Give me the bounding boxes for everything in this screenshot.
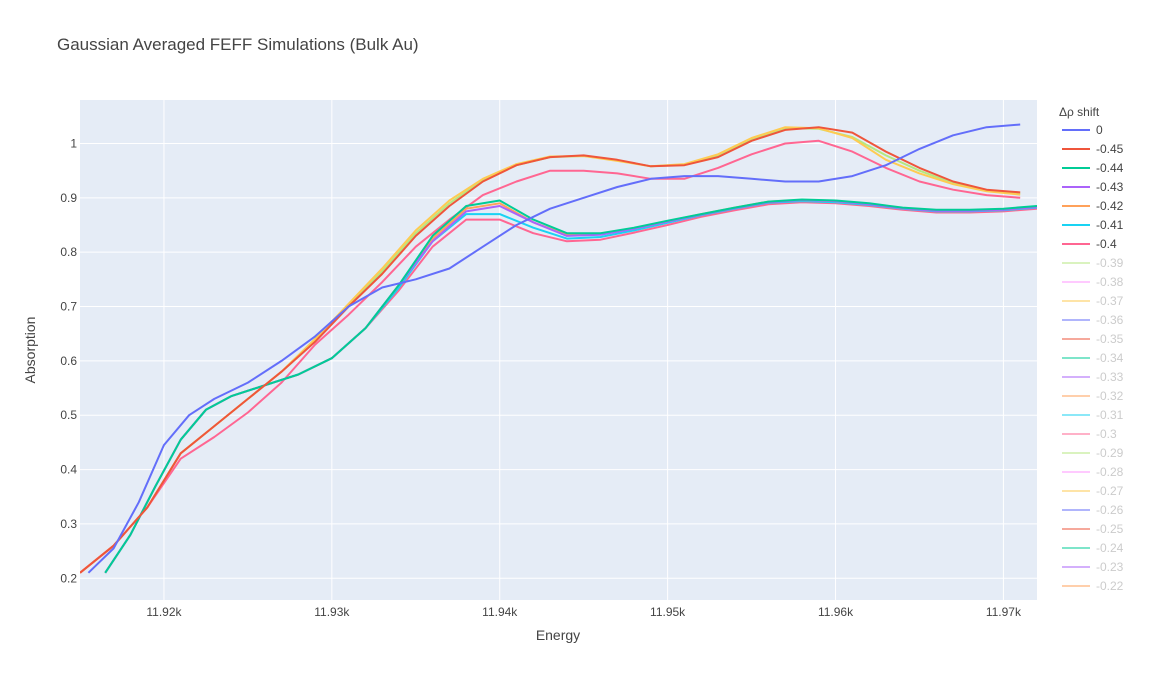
x-axis-ticks: 11.92k 11.93k 11.94k 11.95k 11.96k 11.97k xyxy=(146,605,1022,619)
y-axis-title: Absorption xyxy=(22,317,38,384)
y-tick-label: 0.4 xyxy=(60,463,77,477)
legend-label: -0.3 xyxy=(1096,427,1117,441)
legend-label: -0.45 xyxy=(1096,142,1124,156)
legend-item[interactable]: -0.39 xyxy=(1062,256,1124,270)
legend-label: -0.22 xyxy=(1096,579,1124,593)
legend-item[interactable]: -0.3 xyxy=(1062,427,1117,441)
legend-item[interactable]: -0.44 xyxy=(1062,161,1124,175)
legend-label: -0.4 xyxy=(1096,237,1117,251)
plot-area xyxy=(80,100,1037,600)
y-tick-label: 0.9 xyxy=(60,191,77,205)
legend-item[interactable]: -0.29 xyxy=(1062,446,1124,460)
series-line--0.4[interactable] xyxy=(80,139,1021,574)
legend-label: -0.41 xyxy=(1096,218,1124,232)
legend[interactable]: Δρ shift 0 -0.45 -0.44 -0.43 -0.42 -0.41 -0.4 -… xyxy=(1059,105,1124,593)
legend-label: -0.36 xyxy=(1096,313,1124,327)
series-line--0.45[interactable] xyxy=(80,126,1021,574)
series-line-0[interactable] xyxy=(87,123,1021,574)
x-tick-label: 11.96k xyxy=(818,605,854,619)
legend-item[interactable]: -0.35 xyxy=(1062,332,1124,346)
legend-item[interactable]: -0.38 xyxy=(1062,275,1124,289)
legend-label: -0.38 xyxy=(1096,275,1124,289)
legend-label: -0.23 xyxy=(1096,560,1124,574)
y-tick-label: 0.5 xyxy=(60,408,77,422)
legend-label: -0.24 xyxy=(1096,541,1124,555)
legend-label: -0.32 xyxy=(1096,389,1124,403)
legend-title: Δρ shift xyxy=(1059,105,1100,119)
legend-label: -0.31 xyxy=(1096,408,1124,422)
x-tick-label: 11.97k xyxy=(986,605,1022,619)
legend-item[interactable]: -0.34 xyxy=(1062,351,1124,365)
legend-label: -0.28 xyxy=(1096,465,1124,479)
legend-item[interactable]: -0.41 xyxy=(1062,218,1124,232)
legend-item[interactable]: -0.26 xyxy=(1062,503,1124,517)
legend-item[interactable]: -0.37 xyxy=(1062,294,1124,308)
legend-item[interactable]: -0.25 xyxy=(1062,522,1124,536)
y-axis-ticks: 0.2 0.3 0.4 0.5 0.6 0.7 0.8 0.9 1 xyxy=(60,136,77,585)
x-axis-title: Energy xyxy=(536,627,580,643)
legend-item[interactable]: -0.4 xyxy=(1062,237,1117,251)
legend-label: -0.37 xyxy=(1096,294,1124,308)
legend-item[interactable]: -0.22 xyxy=(1062,579,1124,593)
legend-item[interactable]: -0.32 xyxy=(1062,389,1124,403)
legend-item[interactable]: -0.43 xyxy=(1062,180,1124,194)
legend-label: -0.25 xyxy=(1096,522,1124,536)
legend-item[interactable]: -0.42 xyxy=(1062,199,1124,213)
y-tick-label: 0.3 xyxy=(60,517,77,531)
legend-label: -0.42 xyxy=(1096,199,1124,213)
y-tick-label: 0.2 xyxy=(60,571,77,585)
legend-item[interactable]: -0.31 xyxy=(1062,408,1124,422)
legend-item[interactable]: 0 xyxy=(1062,123,1103,137)
legend-label: -0.33 xyxy=(1096,370,1124,384)
legend-label: -0.29 xyxy=(1096,446,1124,460)
legend-item[interactable]: -0.28 xyxy=(1062,465,1124,479)
series-layer xyxy=(80,123,1037,574)
legend-label: -0.27 xyxy=(1096,484,1124,498)
legend-item[interactable]: -0.36 xyxy=(1062,313,1124,327)
legend-items[interactable]: 0 -0.45 -0.44 -0.43 -0.42 -0.41 -0.4 -0.39 -0.38… xyxy=(1062,123,1124,593)
legend-item[interactable]: -0.24 xyxy=(1062,541,1124,555)
legend-label: -0.43 xyxy=(1096,180,1124,194)
x-tick-label: 11.93k xyxy=(314,605,350,619)
series-lines xyxy=(80,123,1037,574)
y-tick-label: 1 xyxy=(70,136,77,150)
y-tick-label: 0.6 xyxy=(60,354,77,368)
grid xyxy=(80,100,1037,600)
legend-item[interactable]: -0.33 xyxy=(1062,370,1124,384)
chart-title: Gaussian Averaged FEFF Simulations (Bulk… xyxy=(57,35,419,54)
legend-label: -0.39 xyxy=(1096,256,1124,270)
x-tick-label: 11.94k xyxy=(482,605,518,619)
x-tick-label: 11.92k xyxy=(146,605,182,619)
y-tick-label: 0.7 xyxy=(60,300,77,314)
series-line--0.44[interactable] xyxy=(104,198,1037,574)
legend-item[interactable]: -0.45 xyxy=(1062,142,1124,156)
legend-label: -0.26 xyxy=(1096,503,1124,517)
legend-label: -0.44 xyxy=(1096,161,1124,175)
y-tick-label: 0.8 xyxy=(60,245,77,259)
legend-label: 0 xyxy=(1096,123,1103,137)
x-tick-label: 11.95k xyxy=(650,605,686,619)
legend-label: -0.35 xyxy=(1096,332,1124,346)
legend-label: -0.34 xyxy=(1096,351,1124,365)
legend-item[interactable]: -0.27 xyxy=(1062,484,1124,498)
legend-item[interactable]: -0.23 xyxy=(1062,560,1124,574)
